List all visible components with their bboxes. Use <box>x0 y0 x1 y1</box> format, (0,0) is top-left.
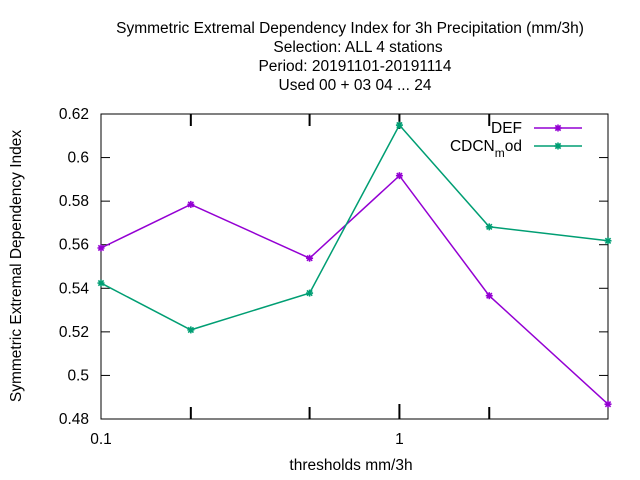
data-point-cdcn-mod <box>306 289 314 297</box>
y-tick-label: 0.52 <box>59 324 89 341</box>
title-line-3: Period: 20191101-20191114 <box>258 58 451 75</box>
data-point-def <box>485 292 493 300</box>
legend-point-cdcn-mod <box>554 142 562 150</box>
y-tick-label: 0.58 <box>59 193 89 210</box>
x-tick-label: 1 <box>395 431 404 448</box>
plot-border <box>100 113 609 420</box>
y-tick-label: 0.54 <box>59 280 90 297</box>
y-tick-label: 0.62 <box>59 106 89 123</box>
data-point-cdcn-mod <box>395 121 403 129</box>
series-line-cdcn-mod <box>100 123 609 331</box>
legend-point-def <box>554 124 562 132</box>
chart-title: Symmetric Extremal Dependency Index for … <box>116 20 584 94</box>
data-point-cdcn-mod <box>485 223 493 231</box>
y-axis-label: Symmetric Extremal Dependency Index <box>8 130 25 402</box>
y-tick-label: 0.56 <box>59 237 89 254</box>
series-line-def <box>100 174 609 405</box>
x-tick-label: 0.1 <box>90 431 112 448</box>
legend-marker-def <box>554 124 562 132</box>
data-point-def <box>604 400 612 408</box>
y-tick-label: 0.6 <box>67 150 89 167</box>
title-line-1: Symmetric Extremal Dependency Index for … <box>116 20 584 37</box>
y-tick-label: 0.5 <box>67 367 89 384</box>
x-axis-label: thresholds mm/3h <box>289 457 412 474</box>
data-point-cdcn-mod <box>604 237 612 245</box>
data-point-def <box>97 244 105 252</box>
legend-label-cdcn-mod: CDCNmod <box>450 138 522 160</box>
plot-area <box>97 121 612 408</box>
data-point-def <box>187 200 195 208</box>
data-point-cdcn-mod <box>97 279 105 287</box>
data-point-cdcn-mod <box>187 326 195 334</box>
data-point-def <box>395 172 403 180</box>
legend-marker-cdcn-mod <box>554 142 562 150</box>
axes-group: 0.48 0.5 0.52 0.54 0.56 0.58 0.6 0.62 0.1 1 <box>59 106 609 448</box>
title-line-2: Selection: ALL 4 stations <box>273 39 442 56</box>
data-point-def <box>306 254 314 262</box>
title-line-4: Used 00 + 03 04 ... 24 <box>279 77 432 94</box>
legend: DEF CDCNmod <box>450 120 582 160</box>
y-tick-label: 0.48 <box>59 411 89 428</box>
legend-label-def: DEF <box>491 120 522 137</box>
